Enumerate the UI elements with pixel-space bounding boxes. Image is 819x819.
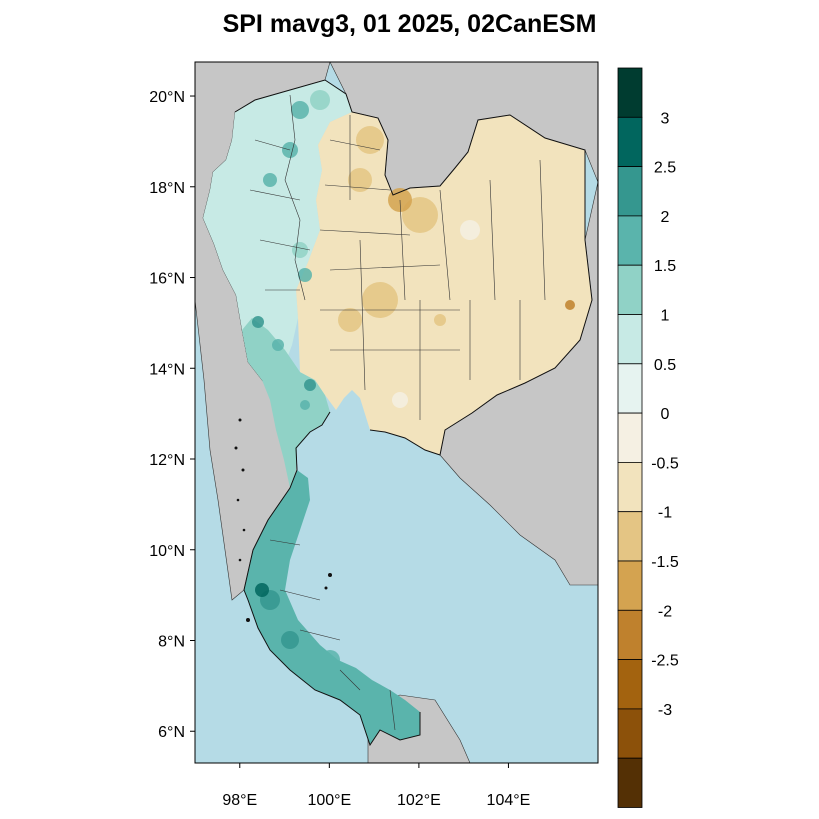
lat-tick-label: 8°N (158, 633, 185, 650)
colorbar-bin (617, 708, 643, 759)
spi-anomaly-patches (252, 90, 575, 670)
anomaly-patch (304, 379, 316, 391)
spi-colorbar: 3 2.5 2 1.5 1 0.5 0 -0.5 -1 -1.5 -2 -2.5 -3 (617, 67, 679, 808)
colorbar-bin (617, 166, 643, 217)
lat-tick-label: 12°N (149, 452, 185, 469)
colorbar-label: -2.5 (651, 653, 679, 670)
region-north-west (203, 80, 352, 380)
colorbar-bin (617, 609, 643, 660)
colorbar-bin (617, 264, 643, 315)
region-north-central (296, 112, 592, 455)
anomaly-patch (434, 314, 446, 326)
map-panel (195, 62, 598, 763)
longitude-axis: 98°E 100°E 102°E 104°E (222, 763, 530, 809)
anomaly-patch (281, 631, 299, 649)
colorbar-bin (617, 757, 643, 808)
anomaly-patch (292, 242, 308, 258)
colorbar-label: 0.5 (654, 357, 676, 374)
map-frame (194, 61, 599, 764)
colorbar-label: 1.5 (654, 258, 676, 275)
lon-tick-label: 100°E (307, 792, 351, 809)
colorbar-label: -2 (658, 603, 672, 620)
anomaly-patch (298, 268, 312, 282)
province-boundaries (249, 94, 546, 731)
anomaly-patch (362, 282, 398, 318)
map-title: SPI mavg3, 01 2025, 02CanESM (222, 10, 597, 38)
anomaly-patch (338, 308, 362, 332)
anomaly-patch (348, 168, 372, 192)
colorbar-bin (617, 659, 643, 710)
anomaly-patch (392, 392, 408, 408)
thailand-spi-field (203, 80, 592, 745)
colorbar-bin (617, 461, 643, 513)
anomaly-patch (310, 90, 330, 110)
anomaly-patch (252, 316, 264, 328)
andaman-islands (234, 418, 332, 622)
anomaly-patch (300, 400, 310, 410)
colorbar-label: 1 (661, 308, 670, 325)
colorbar-bin (617, 412, 643, 463)
colorbar-label: -1.5 (651, 554, 679, 571)
anomaly-patch (291, 101, 309, 119)
latitude-axis: 20°N 18°N 16°N 14°N 12°N 10°N 8°N 6°N (149, 89, 195, 741)
lon-tick-label: 104°E (487, 792, 531, 809)
anomaly-patch (565, 300, 575, 310)
colorbar-bin (617, 215, 643, 266)
region-south (244, 470, 420, 745)
lat-tick-label: 18°N (149, 180, 185, 197)
anomaly-patch (320, 650, 340, 670)
colorbar-label: 2.5 (654, 160, 676, 177)
colorbar-bin (617, 67, 643, 118)
lat-tick-label: 20°N (149, 89, 185, 106)
anomaly-patch (255, 583, 269, 597)
colorbar-bin (617, 314, 643, 365)
colorbar-bin (617, 363, 643, 414)
lon-tick-label: 102°E (397, 792, 441, 809)
lon-tick-label: 98°E (222, 792, 257, 809)
colorbar-label: 3 (661, 110, 670, 127)
anomaly-patch (402, 197, 438, 233)
colorbar-label: -3 (658, 702, 672, 719)
colorbar-label: -1 (658, 505, 672, 522)
colorbar-bin (617, 116, 643, 168)
colorbar-label: 2 (661, 209, 670, 226)
colorbar-label: -0.5 (651, 455, 679, 472)
lat-tick-label: 16°N (149, 271, 185, 288)
region-western-border (242, 318, 330, 488)
anomaly-patch (512, 252, 528, 268)
colorbar-bin (617, 511, 643, 562)
anomaly-patch (263, 173, 277, 187)
colorbar-label: 0 (661, 406, 670, 423)
anomaly-patch (272, 339, 284, 351)
anomaly-patch (356, 126, 384, 154)
anomaly-patch (460, 220, 480, 240)
lat-tick-label: 10°N (149, 543, 185, 560)
colorbar-bin (617, 560, 643, 611)
lat-tick-label: 6°N (158, 724, 185, 741)
thailand-outline (234, 79, 593, 747)
lat-tick-label: 14°N (149, 361, 185, 378)
